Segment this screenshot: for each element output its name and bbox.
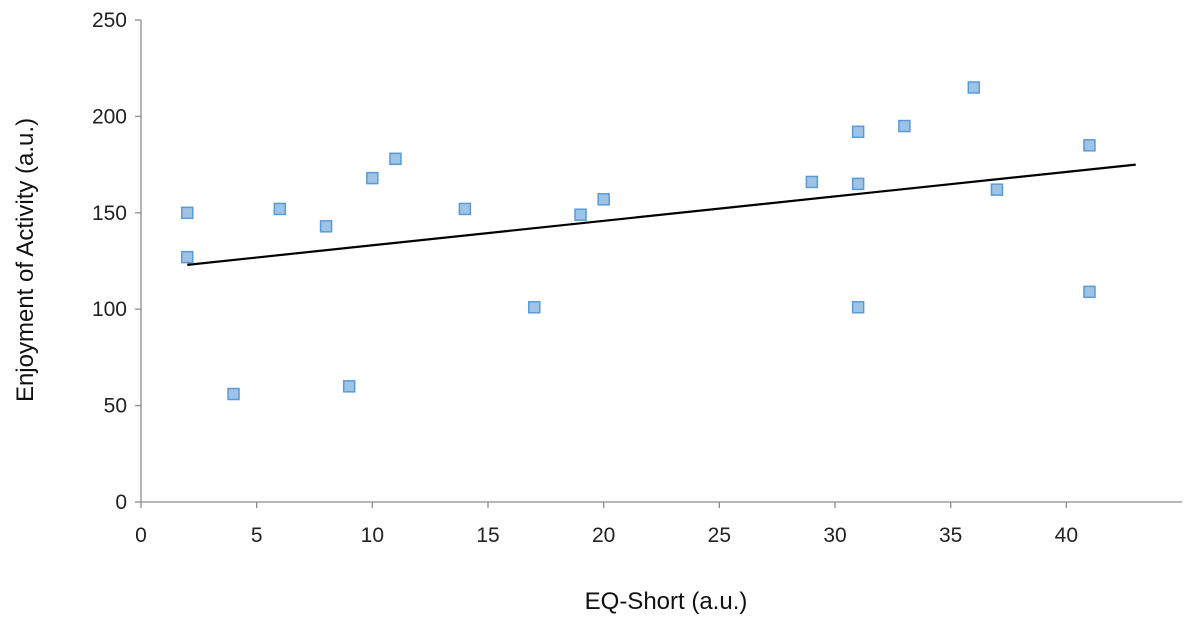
x-tick-label: 30 bbox=[823, 524, 846, 547]
y-tick-label: 0 bbox=[115, 491, 127, 514]
y-tick-label: 50 bbox=[104, 395, 127, 418]
data-point bbox=[182, 252, 193, 263]
x-tick-label: 10 bbox=[361, 524, 384, 547]
data-point bbox=[529, 302, 540, 313]
x-tick-label: 5 bbox=[251, 524, 263, 547]
y-tick-label: 100 bbox=[92, 298, 127, 321]
data-point bbox=[367, 173, 378, 184]
data-points bbox=[182, 82, 1095, 400]
x-tick-label: 35 bbox=[939, 524, 962, 547]
data-point bbox=[806, 176, 817, 187]
data-point bbox=[344, 381, 355, 392]
x-tick-label: 25 bbox=[708, 524, 731, 547]
data-point bbox=[274, 203, 285, 214]
data-point bbox=[575, 209, 586, 220]
data-point bbox=[899, 121, 910, 132]
trendline-group bbox=[187, 165, 1135, 265]
y-tick-label: 150 bbox=[92, 202, 127, 225]
trendline bbox=[187, 165, 1135, 265]
x-tick-label: 15 bbox=[476, 524, 499, 547]
tick-labels: 0 50 100 150 200 250 0 5 10 15 20 25 30 35 40 bbox=[92, 9, 1078, 547]
x-tick-label: 0 bbox=[135, 524, 147, 547]
x-tick-label: 20 bbox=[592, 524, 615, 547]
x-tick-label: 40 bbox=[1055, 524, 1078, 547]
data-point bbox=[968, 82, 979, 93]
data-point bbox=[182, 207, 193, 218]
data-point bbox=[459, 203, 470, 214]
data-point bbox=[853, 126, 864, 137]
data-point bbox=[853, 178, 864, 189]
data-point bbox=[1084, 140, 1095, 151]
data-point bbox=[1084, 286, 1095, 297]
data-point bbox=[853, 302, 864, 313]
y-tick-label: 250 bbox=[92, 9, 127, 32]
data-point bbox=[390, 153, 401, 164]
x-axis-title: EQ-Short (a.u.) bbox=[585, 588, 748, 615]
y-axis-title: Enjoyment of Activity (a.u.) bbox=[12, 118, 39, 402]
data-point bbox=[598, 194, 609, 205]
y-tick-label: 200 bbox=[92, 105, 127, 128]
data-point bbox=[991, 184, 1002, 195]
data-point bbox=[228, 389, 239, 400]
data-point bbox=[321, 221, 332, 232]
axes bbox=[135, 20, 1182, 508]
